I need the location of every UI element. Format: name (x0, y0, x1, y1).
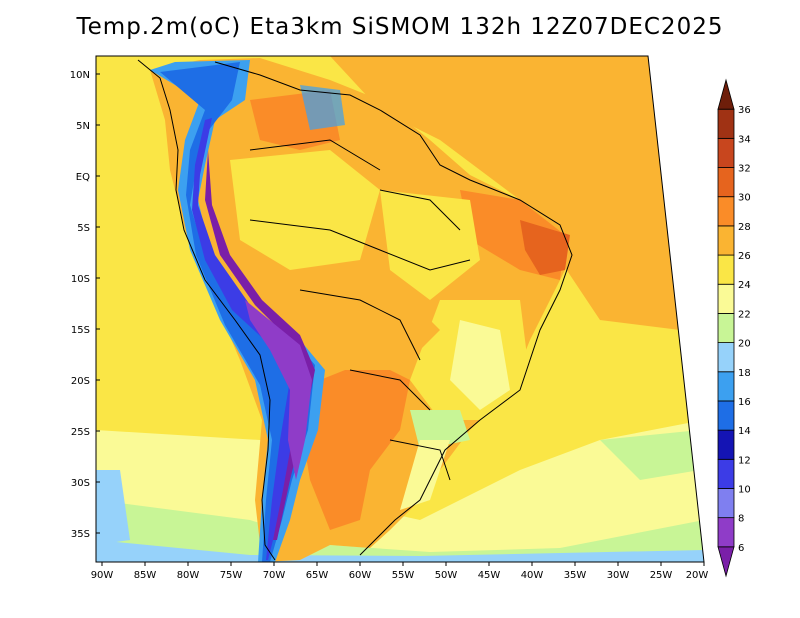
colorbar-segment (717, 400, 735, 431)
colorbar-label: 20 (738, 339, 751, 350)
colorbar-label: 32 (738, 164, 751, 175)
colorbar-label: 6 (738, 543, 744, 554)
lon-label: 85W (134, 570, 157, 581)
colorbar-segment (717, 196, 735, 227)
latitude-axis: 10N 5N EQ 5S 10S 15S 20S 25S 30S 35S (70, 70, 90, 540)
colorbar-label: 28 (738, 222, 751, 233)
lon-label: 25W (650, 570, 673, 581)
lat-label: 5S (77, 223, 90, 234)
colorbar-label: 18 (738, 368, 751, 379)
lon-label: 80W (177, 570, 200, 581)
lat-label: 10N (70, 70, 90, 81)
colorbar-label: 22 (738, 309, 751, 320)
colorbar-segment (717, 167, 735, 198)
colorbar-bottom-triangle (717, 546, 735, 578)
colorbar-segment (717, 342, 735, 373)
colorbar-label: 26 (738, 251, 751, 262)
lon-label: 90W (91, 570, 114, 581)
lat-label: 35S (71, 529, 90, 540)
lon-label: 70W (263, 570, 286, 581)
colorbar-segment (717, 313, 735, 343)
colorbar-segment (717, 108, 735, 139)
longitude-axis: 90W 85W 80W 75W 70W 65W 60W 55W 50W 45W … (91, 570, 709, 581)
axis-ticks (96, 73, 705, 566)
colorbar-top-triangle (717, 78, 735, 110)
lat-label: 15S (71, 325, 90, 336)
lon-label: 60W (349, 570, 372, 581)
colorbar-label: 16 (738, 397, 751, 408)
colorbar-label: 8 (738, 514, 744, 525)
lat-label: 5N (76, 121, 90, 132)
lon-label: 55W (392, 570, 415, 581)
lon-label: 45W (478, 570, 501, 581)
colorbar-label: 24 (738, 280, 751, 291)
colorbar-segment (717, 517, 735, 548)
colorbar-segment (717, 371, 735, 402)
colorbar-segment (717, 254, 735, 285)
lon-label: 50W (435, 570, 458, 581)
colorbar-segment (717, 458, 735, 489)
lon-label: 35W (564, 570, 587, 581)
colorbar-segment (717, 488, 735, 519)
lon-label: 30W (607, 570, 630, 581)
lat-label: 20S (71, 376, 90, 387)
lat-label: 30S (71, 478, 90, 489)
map-title: Temp.2m(oC) Eta3km SiSMOM 132h 12Z07DEC2… (76, 14, 724, 40)
lon-label: 75W (220, 570, 243, 581)
colorbar-label: 12 (738, 455, 751, 466)
lat-label: 25S (71, 427, 90, 438)
colorbar-label: 14 (738, 426, 751, 437)
colorbar-label: 34 (738, 134, 751, 145)
lon-label: 40W (521, 570, 544, 581)
map-field (96, 56, 704, 562)
colorbar: 6 8 10 12 14 16 18 20 22 24 26 28 30 32 34 36 (717, 78, 751, 578)
lon-label: 65W (306, 570, 329, 581)
colorbar-label: 10 (738, 484, 751, 495)
colorbar-segment (717, 137, 735, 168)
lat-label: 10S (71, 274, 90, 285)
lon-label: 20W (686, 570, 709, 581)
colorbar-segment (717, 283, 735, 314)
colorbar-label: 36 (738, 105, 751, 116)
colorbar-segment (717, 225, 735, 256)
lat-label: EQ (76, 172, 90, 183)
colorbar-segment (717, 429, 735, 460)
colorbar-label: 30 (738, 193, 751, 204)
